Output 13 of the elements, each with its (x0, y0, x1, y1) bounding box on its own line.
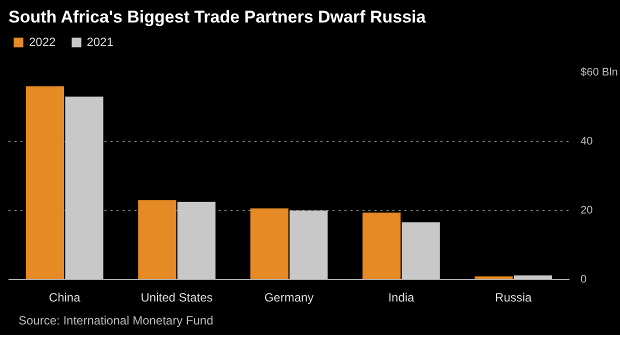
y-tick-label: 0 (580, 274, 587, 286)
y-tick-label: 40 (580, 136, 593, 148)
source-note: Source: International Monetary Fund (18, 314, 214, 328)
chart-title: South Africa's Biggest Trade Partners Dwarf Russia (8, 8, 426, 26)
x-tick-label: China (48, 290, 81, 304)
legend-label: 2021 (86, 35, 114, 49)
x-tick-label: United States (140, 290, 213, 304)
y-tick-label: 20 (580, 204, 593, 216)
y-tick-label: $60 Bln (580, 66, 618, 78)
x-tick-label: Russia (495, 290, 532, 304)
x-tick-label: Germany (264, 290, 314, 304)
x-tick-label: India (388, 290, 415, 304)
legend-label: 2022 (29, 35, 56, 49)
